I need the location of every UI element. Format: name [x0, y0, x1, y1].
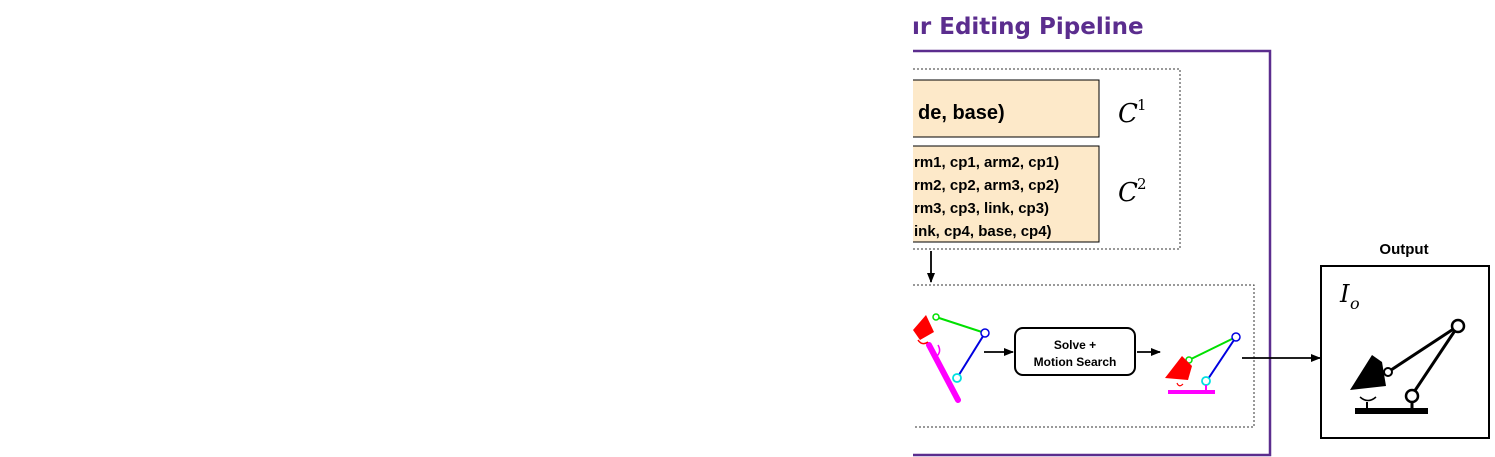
c1-line-0: de, base)	[918, 102, 1005, 124]
solver-line-1: Motion Search	[1034, 355, 1117, 369]
c2-line-2: rm3, cp3, link, cp3)	[914, 200, 1049, 217]
c2-symbol: C 2	[1118, 175, 1147, 208]
output-label: Output	[1379, 241, 1428, 258]
c2-line-1: rm2, cp2, arm3, cp2)	[914, 177, 1059, 194]
c2-superscript: 2	[1137, 175, 1147, 193]
c1-superscript: 1	[1137, 96, 1147, 114]
output-subscript: o	[1350, 294, 1360, 313]
constraint-c1-box: de, base)	[913, 80, 1099, 137]
c2-line-3: ink, cp4, base, cp4)	[914, 223, 1052, 240]
c1-symbol-letter: C	[1118, 99, 1138, 129]
solved-lamp-icon	[1165, 333, 1240, 392]
output-symbol-letter: I	[1339, 280, 1350, 308]
constraint-c2-box: rm1, cp1, arm2, cp1) rm2, cp2, arm3, cp2…	[913, 146, 1099, 242]
input-lamp-icon	[913, 314, 989, 400]
solver-line-0: Solve +	[1054, 338, 1096, 352]
c2-line-0: rm1, cp1, arm2, cp1)	[914, 154, 1059, 171]
pipeline-title: ır Editing Pipeline	[912, 14, 1144, 40]
c1-symbol: C 1	[1118, 96, 1147, 129]
solve-motion-search-box: Solve + Motion Search	[1015, 328, 1135, 375]
c2-symbol-letter: C	[1118, 178, 1138, 208]
